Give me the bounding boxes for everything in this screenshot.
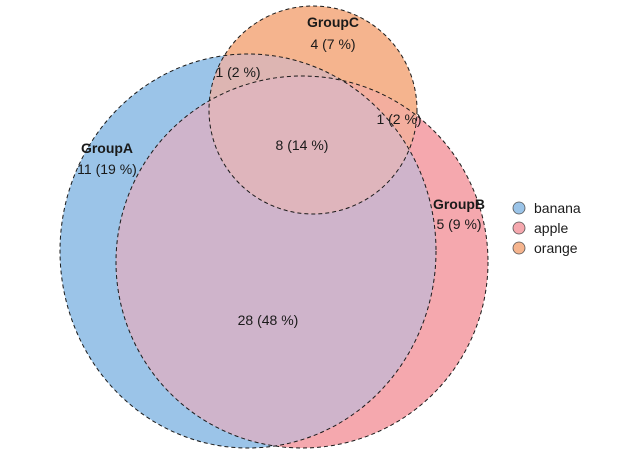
groupC-count: 4 (7 %)	[310, 36, 355, 52]
groupB-outline	[115, 75, 489, 449]
abc-overlap-region	[209, 76, 417, 214]
abc-count: 8 (14 %)	[276, 137, 329, 153]
groupA-count: 11 (19 %)	[77, 161, 137, 177]
legend-label-apple: apple	[534, 220, 568, 236]
bc-count: 1 (2 %)	[376, 111, 421, 127]
ab-count: 28 (48 %)	[238, 312, 299, 328]
groupC-name: GroupC	[307, 14, 359, 30]
ac-count: 1 (2 %)	[215, 64, 260, 80]
legend-swatch-apple	[512, 221, 526, 235]
groupA-name: GroupA	[81, 140, 133, 156]
legend-swatch-banana	[512, 201, 526, 215]
groupC-outline	[208, 5, 418, 215]
legend-label-orange: orange	[534, 240, 578, 256]
groupB-name: GroupB	[433, 196, 485, 212]
legend: banana apple orange	[512, 200, 581, 256]
groupB-count: 5 (9 %)	[436, 216, 481, 232]
legend-swatch-orange	[512, 241, 526, 255]
legend-label-banana: banana	[534, 200, 581, 216]
groupA-outline	[59, 53, 437, 449]
